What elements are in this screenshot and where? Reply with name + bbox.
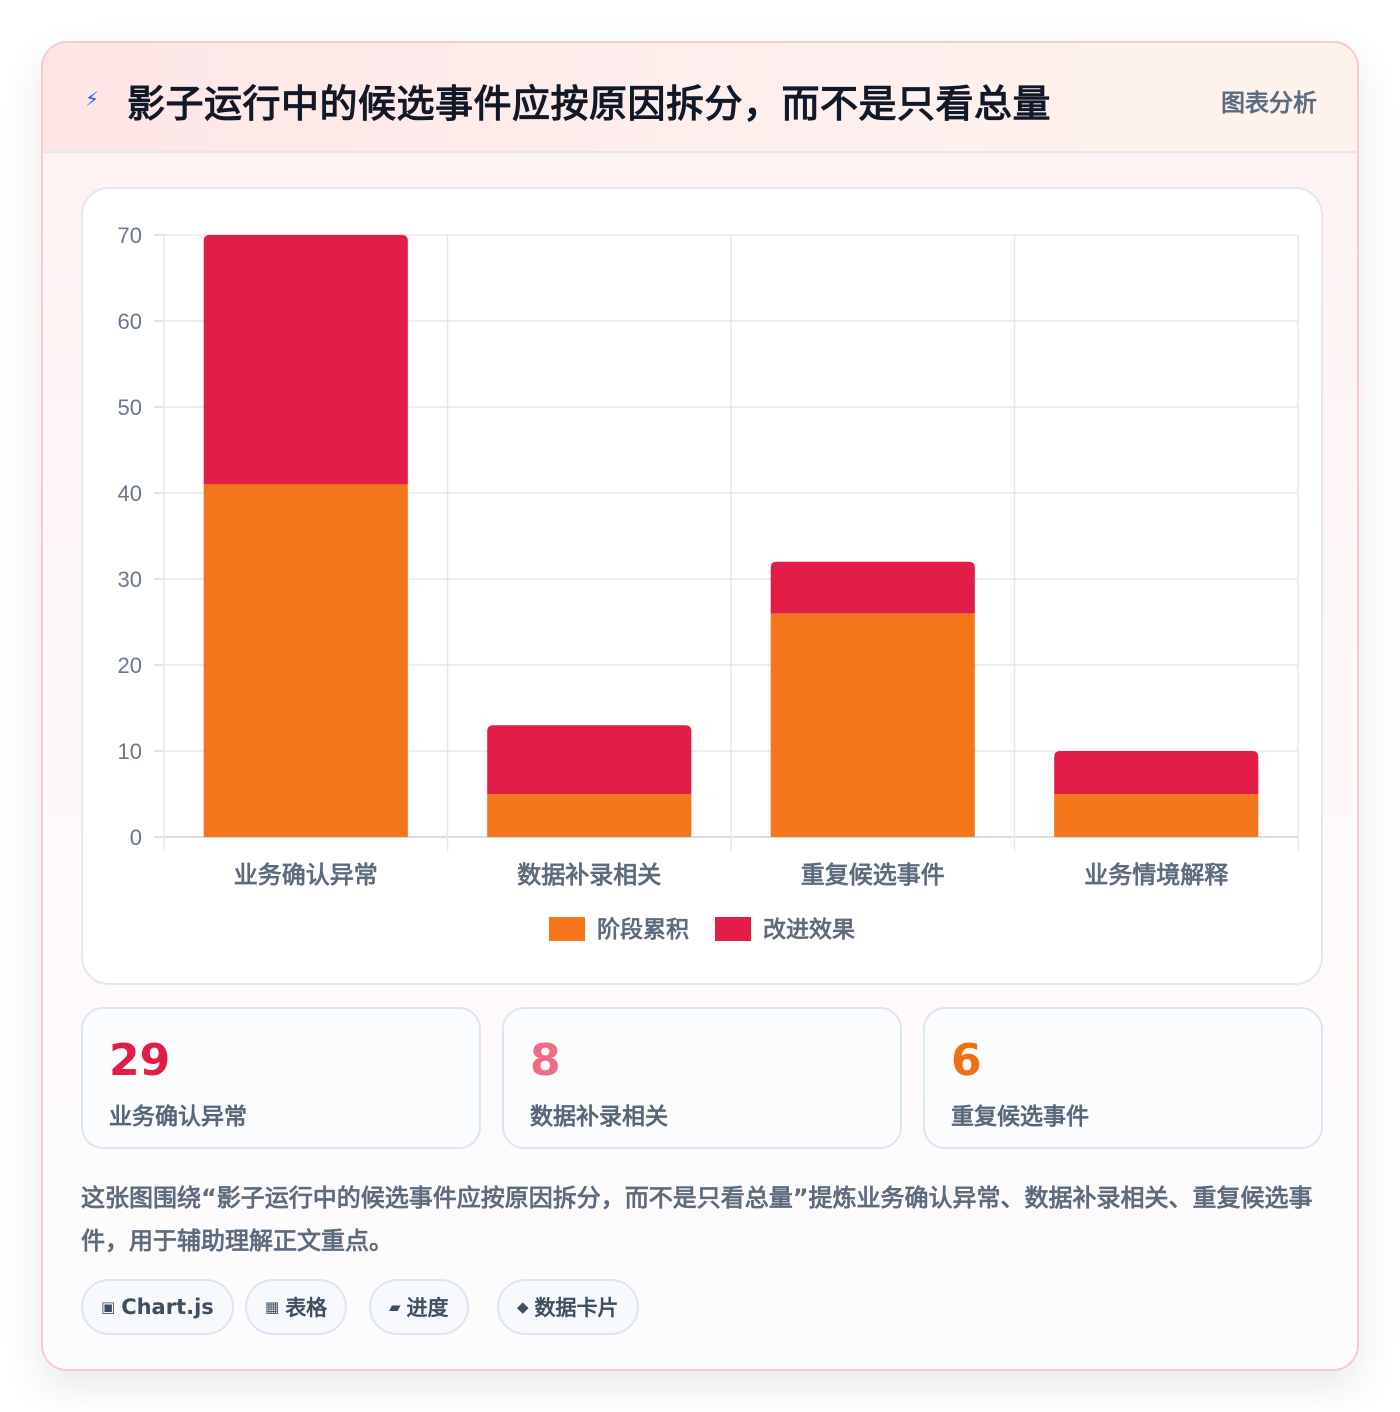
chart-panel: 0 10 20 30 40 50 60 70 业务确认异常 数据补录相关 重复候选事件 业务情境解释阶… (81, 187, 1323, 985)
page-title: 影子运行中的候选事件应按原因拆分，而不是只看总量 (127, 82, 1052, 126)
chip-data-card[interactable]: ◆ 数据卡片 (497, 1279, 639, 1335)
bar-segment (770, 613, 975, 837)
card-header: ⚡ 影子运行中的候选事件应按原因拆分，而不是只看总量 图表分析 (43, 43, 1357, 153)
y-tick-label: 0 (130, 825, 142, 850)
bar-segment (487, 725, 692, 794)
x-tick-label: 业务确认异常 (234, 861, 378, 889)
stat-value: 8 (530, 1035, 561, 1086)
legend-label: 阶段累积 (597, 916, 689, 943)
x-tick-label: 业务情境解释 (1084, 861, 1229, 889)
chip-table[interactable]: ▦ 表格 (245, 1279, 348, 1335)
y-tick-label: 40 (118, 481, 142, 506)
chip-chartjs[interactable]: ▣ Chart.js (81, 1279, 234, 1335)
y-tick-label: 70 (118, 223, 142, 248)
y-tick-label: 60 (118, 309, 142, 334)
table-icon: ▦ (265, 1298, 280, 1316)
legend-swatch (549, 917, 585, 941)
chip-label: 数据卡片 (534, 1296, 619, 1320)
stat-label: 重复候选事件 (951, 1104, 1089, 1130)
stat-cards: 29 业务确认异常 8 数据补录相关 6 重复候选事件 (81, 1007, 1323, 1149)
chip-label: 进度 (406, 1296, 449, 1320)
stacked-bar-chart: 0 10 20 30 40 50 60 70 业务确认异常 数据补录相关 重复候选事件 业务情境解释阶… (118, 223, 1299, 943)
y-tick-label: 10 (118, 739, 142, 764)
chip-label: Chart.js (121, 1295, 214, 1319)
stat-value: 6 (951, 1035, 982, 1086)
stat-card: 29 业务确认异常 (81, 1007, 481, 1149)
bar-segment (203, 484, 408, 837)
stat-card: 8 数据补录相关 (502, 1007, 902, 1149)
tech-chips: ▣ Chart.js ▦ 表格 ▰ 进度 ◆ 数据卡片 (81, 1279, 881, 1335)
chip-label: 表格 (285, 1296, 328, 1320)
chart-analysis-tag: 图表分析 (1221, 89, 1317, 117)
y-tick-label: 20 (118, 653, 142, 678)
x-tick-label: 数据补录相关 (517, 861, 661, 889)
chart-icon: ▣ (101, 1298, 116, 1316)
data-card-icon: ◆ (517, 1298, 529, 1316)
bar-segment (1054, 751, 1259, 794)
bar-segment (203, 235, 408, 485)
legend-swatch (715, 917, 751, 941)
legend-label: 改进效果 (763, 916, 855, 943)
bar-segment (487, 794, 692, 837)
stat-label: 数据补录相关 (530, 1104, 668, 1130)
chip-progress[interactable]: ▰ 进度 (369, 1279, 469, 1335)
stat-value: 29 (109, 1035, 171, 1086)
y-tick-label: 30 (118, 567, 142, 592)
bar-segment (770, 561, 975, 614)
bar-segment (1054, 794, 1259, 837)
stat-label: 业务确认异常 (109, 1104, 247, 1130)
stat-card: 6 重复候选事件 (923, 1007, 1323, 1149)
y-tick-label: 50 (118, 395, 142, 420)
summary-text: 这张图围绕“影子运行中的候选事件应按原因拆分，而不是只看总量”提炼业务确认异常、… (81, 1184, 1313, 1255)
progress-icon: ▰ (389, 1298, 401, 1316)
chart-card: ⚡ 影子运行中的候选事件应按原因拆分，而不是只看总量 图表分析 0 10 20 30 4… (41, 41, 1359, 1371)
lightning-icon: ⚡ (85, 87, 100, 111)
x-tick-label: 重复候选事件 (801, 861, 945, 889)
